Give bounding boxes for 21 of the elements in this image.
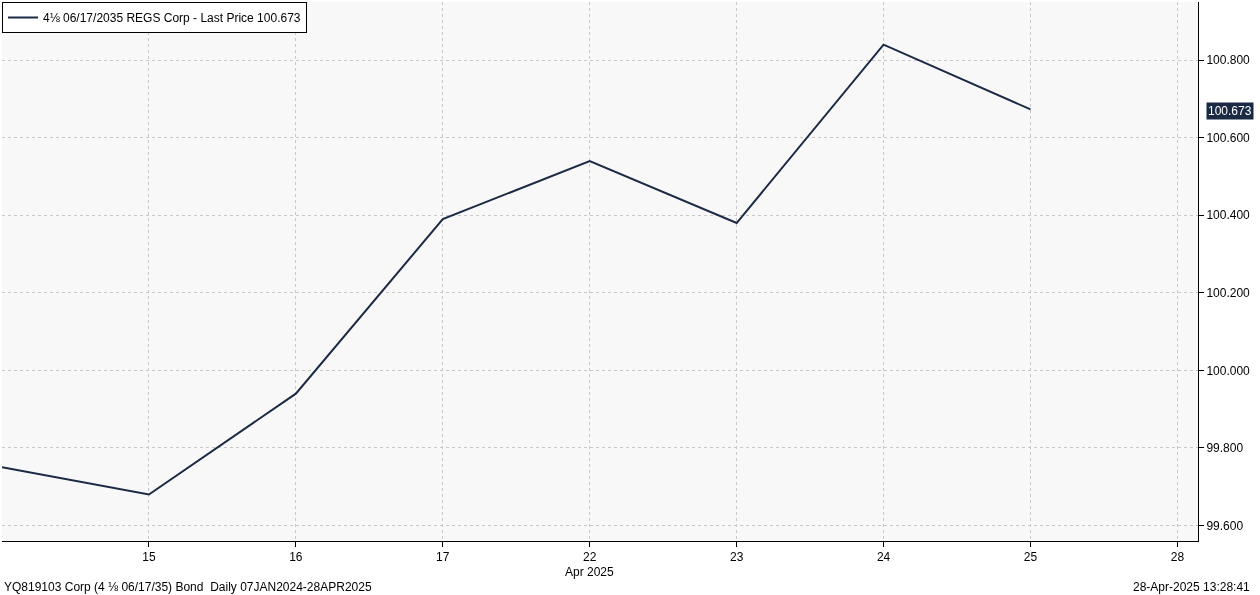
y-tick-label: 99.600 [1206, 518, 1244, 533]
x-tick-label: 17 [436, 550, 450, 565]
x-tick-label: 28 [1170, 550, 1185, 565]
y-tick-label: 100.600 [1206, 130, 1251, 145]
text: 100.673 [1208, 104, 1252, 118]
line-series [2, 43, 1032, 496]
y-tick-label: 100.000 [1206, 363, 1251, 378]
y-tick-label: 99.800 [1206, 441, 1244, 456]
text: 28-Apr-2025 13:28:41 [1133, 580, 1251, 594]
y-tick-label: 100.800 [1206, 53, 1251, 68]
x-tick-label: 23 [729, 550, 744, 565]
x-tick-label: 16 [289, 550, 303, 565]
legend-label: 4⅛ 06/17/2035 REGS Corp - Last Price 100.673 [43, 11, 301, 26]
x-tick-label: 15 [142, 550, 156, 565]
text: Apr 2025 [565, 565, 615, 579]
x-tick-label: 25 [1023, 550, 1038, 565]
text: YQ819103 Corp (4 ⅛ 06/17/35) Bond Daily 07JAN2024-28APR2025 [4, 580, 372, 594]
y-tick-label: 100.200 [1206, 286, 1251, 301]
y-tick-label: 100.400 [1206, 208, 1251, 223]
x-tick-label: 24 [876, 550, 891, 565]
x-tick-label: 22 [583, 550, 597, 565]
